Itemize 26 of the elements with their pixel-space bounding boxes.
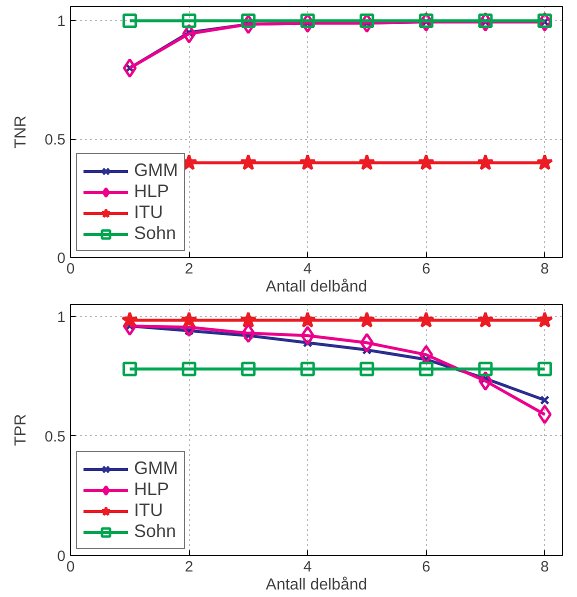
x-axis-title: Antall delbånd bbox=[266, 278, 368, 296]
legend-label: ITU bbox=[134, 202, 163, 223]
legend-label: GMM bbox=[134, 458, 178, 479]
y-tick-label: 1 bbox=[57, 13, 66, 30]
y-tick-label: 1 bbox=[57, 308, 66, 326]
y-tick-label: 0.5 bbox=[44, 428, 66, 446]
x-tick-label: 8 bbox=[540, 260, 549, 278]
y-tick-label: 0.5 bbox=[44, 132, 66, 149]
x-tick-label: 4 bbox=[303, 558, 312, 576]
legend-label: GMM bbox=[134, 160, 178, 181]
y-axis-title: TNR bbox=[12, 116, 30, 148]
y-tick-label: 0 bbox=[57, 250, 66, 267]
x-tick-label: 2 bbox=[184, 558, 194, 576]
legend-label: HLP bbox=[134, 479, 170, 500]
x-tick-label: 6 bbox=[422, 558, 430, 576]
legend-label: HLP bbox=[134, 181, 170, 202]
x-tick-label: 8 bbox=[540, 558, 549, 576]
legend-label: ITU bbox=[134, 500, 163, 521]
x-tick-label: 4 bbox=[303, 260, 312, 278]
legend-label: Sohn bbox=[134, 223, 176, 244]
legend-label: Sohn bbox=[134, 521, 176, 542]
y-tick-label: 0 bbox=[57, 548, 66, 565]
x-tick-label: 2 bbox=[184, 260, 194, 278]
x-tick-label: 6 bbox=[422, 260, 430, 278]
x-axis-title: Antall delbånd bbox=[266, 576, 368, 594]
y-axis-title: TPR bbox=[12, 414, 30, 446]
